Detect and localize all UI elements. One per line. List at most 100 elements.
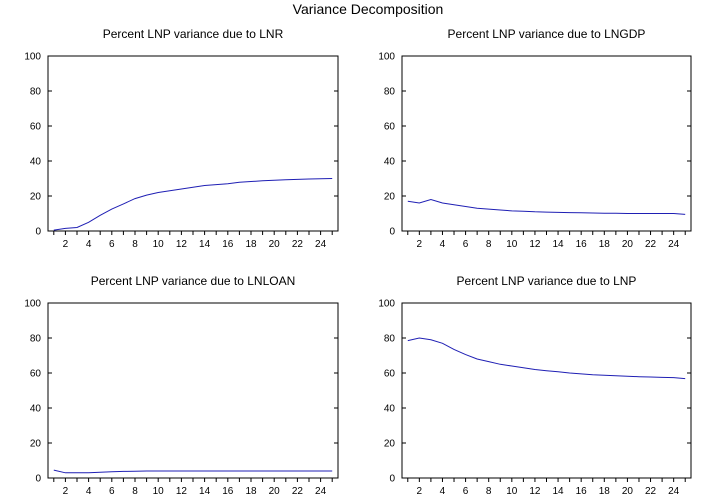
y-tick-label: 20 [30, 192, 42, 203]
data-point [122, 203, 124, 205]
x-tick-label: 8 [486, 486, 492, 497]
data-point [638, 375, 640, 377]
series-line [407, 337, 686, 380]
data-point [99, 471, 101, 473]
data-point [453, 204, 455, 206]
data-point [603, 212, 605, 214]
data-point [476, 358, 478, 360]
x-tick-label: 4 [86, 486, 92, 497]
x-tick-label: 4 [86, 239, 92, 250]
y-tick-label: 40 [384, 157, 396, 168]
x-tick-label: 18 [599, 486, 611, 497]
data-point [145, 470, 147, 472]
x-tick-label: 16 [222, 239, 234, 250]
data-point [672, 376, 674, 378]
x-tick-label: 14 [199, 239, 211, 250]
x-tick-label: 2 [417, 239, 423, 250]
data-point [592, 212, 594, 214]
data-point [499, 363, 501, 365]
data-point [238, 181, 240, 183]
data-point [261, 180, 263, 182]
y-tick-label: 0 [389, 474, 395, 485]
y-tick-label: 20 [30, 439, 42, 450]
x-tick-label: 12 [176, 486, 188, 497]
data-point [638, 212, 640, 214]
data-point [568, 372, 570, 374]
x-tick-label: 6 [463, 486, 469, 497]
x-tick-label: 10 [153, 239, 165, 250]
panel-title: Percent LNP variance due to LNLOAN [91, 274, 296, 288]
data-point [580, 212, 582, 214]
data-point [464, 205, 466, 207]
data-point [285, 179, 287, 181]
data-point [53, 469, 55, 471]
data-point [534, 368, 536, 370]
y-tick-label: 40 [30, 157, 42, 168]
x-tick-label: 20 [269, 239, 281, 250]
data-point [661, 376, 663, 378]
x-tick-label: 18 [245, 486, 257, 497]
x-tick-label: 10 [506, 486, 518, 497]
data-point [64, 472, 66, 474]
data-point [545, 370, 547, 372]
data-point [441, 202, 443, 204]
data-point [511, 365, 513, 367]
x-tick-label: 10 [506, 239, 518, 250]
data-point [661, 212, 663, 214]
data-point [488, 360, 490, 362]
data-point [157, 470, 159, 472]
x-tick-label: 10 [153, 486, 165, 497]
panel-title: Percent LNP variance due to LNP [457, 274, 637, 288]
x-tick-label: 16 [222, 486, 234, 497]
y-tick-label: 20 [384, 439, 396, 450]
data-point [192, 470, 194, 472]
data-point [418, 202, 420, 204]
data-point [407, 339, 409, 341]
data-point [649, 212, 651, 214]
y-tick-label: 60 [384, 369, 396, 380]
data-point [626, 375, 628, 377]
data-point [227, 470, 229, 472]
data-point [522, 210, 524, 212]
y-tick-label: 80 [384, 87, 396, 98]
data-point [134, 470, 136, 472]
data-point [522, 367, 524, 369]
plot-frame [401, 55, 692, 232]
x-tick-label: 22 [292, 239, 304, 250]
panel-title: Percent LNP variance due to LNR [103, 27, 284, 41]
data-point [64, 227, 66, 229]
data-point [180, 470, 182, 472]
data-point [53, 229, 55, 231]
x-tick-label: 20 [622, 486, 634, 497]
plot-frame [47, 55, 339, 232]
x-tick-label: 22 [292, 486, 304, 497]
data-point [76, 226, 78, 228]
data-point [87, 221, 89, 223]
y-tick-label: 40 [30, 404, 42, 415]
data-point [273, 470, 275, 472]
x-tick-label: 18 [599, 239, 611, 250]
x-tick-label: 16 [576, 486, 588, 497]
data-point [441, 342, 443, 344]
data-point [111, 208, 113, 210]
plot-frame [401, 302, 692, 479]
series-line [407, 198, 686, 215]
x-tick-label: 6 [463, 239, 469, 250]
x-tick-label: 24 [668, 239, 680, 250]
y-tick-label: 0 [35, 227, 41, 238]
y-tick-label: 60 [30, 122, 42, 133]
data-point [557, 371, 559, 373]
x-tick-label: 2 [63, 239, 69, 250]
data-point [534, 211, 536, 213]
x-tick-label: 22 [645, 239, 657, 250]
y-tick-label: 0 [389, 227, 395, 238]
data-point [134, 197, 136, 199]
series-line [53, 178, 333, 231]
data-point [319, 177, 321, 179]
data-point [145, 194, 147, 196]
data-point [203, 470, 205, 472]
y-tick-label: 100 [378, 299, 395, 310]
data-point [418, 337, 420, 339]
y-tick-label: 0 [35, 474, 41, 485]
y-tick-label: 100 [378, 52, 395, 63]
